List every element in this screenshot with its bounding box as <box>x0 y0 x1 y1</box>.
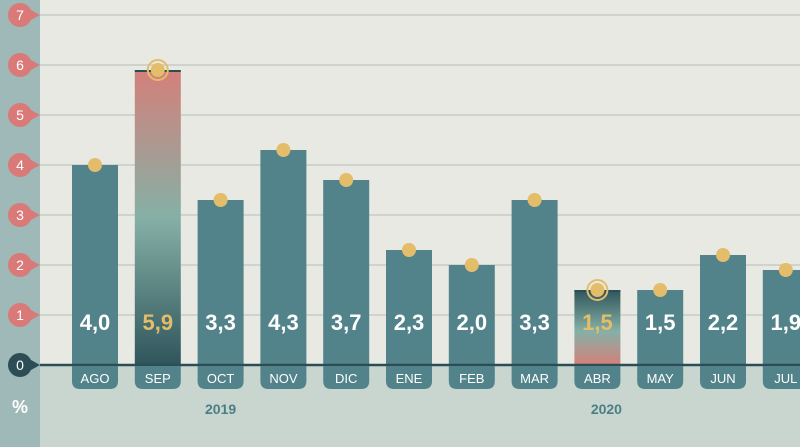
x-tick-label-dic: DIC <box>335 371 357 386</box>
marker-jul <box>778 263 793 277</box>
marker-oct <box>213 193 228 207</box>
bar-may <box>637 290 684 365</box>
value-label-dic: 3,7 <box>331 310 362 335</box>
value-label-abr: 1,5 <box>582 310 613 335</box>
x-tick-label-may: MAY <box>647 371 675 386</box>
x-tick-label-sep: SEP <box>145 371 171 386</box>
x-tick-label-jul: JUL <box>774 371 797 386</box>
value-label-jul: 1,9 <box>771 310 800 335</box>
x-tick-tab <box>323 366 370 389</box>
y-tick-marker <box>8 203 32 227</box>
bar-ene <box>386 250 432 365</box>
value-label-ene: 2,3 <box>394 310 425 335</box>
y-tick-label: 7 <box>16 7 24 23</box>
bar-jul <box>762 270 800 365</box>
marker-nov <box>276 143 291 157</box>
marker-ring <box>146 59 169 81</box>
y-tick-label: 5 <box>16 107 24 123</box>
x-tick-label-mar: MAR <box>520 371 549 386</box>
marker-abr <box>590 283 605 297</box>
y-tick-label: 6 <box>16 57 24 73</box>
x-axis: AGO SEP OCT NOV DIC ENE FEB MAR ABR MAY JUN JUL 2019… <box>72 366 800 417</box>
markers-group <box>88 59 793 301</box>
x-tick-tab <box>72 366 118 389</box>
y-tick-pointer <box>31 160 40 170</box>
x-tick-label-abr: ABR <box>584 371 611 386</box>
bar-jun <box>700 255 746 365</box>
marker-may <box>653 283 668 297</box>
bars-group <box>72 70 800 365</box>
bar-feb <box>448 265 495 365</box>
x-tick-label-nov: NOV <box>269 371 298 386</box>
bar-mar <box>511 200 558 365</box>
marker-mar <box>527 193 542 207</box>
x-tick-tab <box>700 366 746 389</box>
y-tick-label: 4 <box>16 157 24 173</box>
y-tick-label: 2 <box>16 257 24 273</box>
y-tick-label: 0 <box>16 357 24 373</box>
y-tick-label: 1 <box>16 307 24 323</box>
y-tick-pointer <box>31 360 40 370</box>
bar-sep <box>134 70 181 365</box>
bar-dic <box>323 180 370 365</box>
value-label-sep: 5,9 <box>143 310 174 335</box>
marker-sep <box>150 63 165 77</box>
y-tick-pointer <box>31 210 40 220</box>
y-tick-marker <box>8 253 32 277</box>
x-tick-label-jun: JUN <box>710 371 735 386</box>
unit-label: % <box>12 397 28 417</box>
year-label-2020: 2020 <box>591 401 622 417</box>
bar-ago <box>72 165 118 365</box>
x-tick-tab <box>637 366 684 389</box>
x-tick-tab <box>260 366 307 389</box>
bar-nov <box>260 150 307 365</box>
y-tick-pointer <box>31 260 40 270</box>
x-tick-tab <box>574 366 621 389</box>
y-tick-pointer <box>31 60 40 70</box>
x-tick-tab <box>511 366 558 389</box>
value-label-oct: 3,3 <box>205 310 236 335</box>
marker-feb <box>464 258 479 272</box>
marker-ago <box>88 158 102 172</box>
x-tick-tab <box>448 366 495 389</box>
y-tick-marker <box>8 53 32 77</box>
value-label-jun: 2,2 <box>708 310 739 335</box>
y-tick-marker <box>8 303 32 327</box>
marker-ring <box>586 279 609 301</box>
y-tick-pointer <box>31 10 40 20</box>
marker-ene <box>402 243 416 257</box>
value-labels-group: 4,0 5,9 3,3 4,3 3,7 2,3 2,0 3,3 1,5 1,5 2,2 1,9 <box>80 310 800 335</box>
y-tick-label: 3 <box>16 207 24 223</box>
y-tick-marker <box>8 153 32 177</box>
x-tick-label-ago: AGO <box>81 371 110 386</box>
bar-abr <box>574 290 621 365</box>
value-label-nov: 4,3 <box>268 310 299 335</box>
x-tick-tab <box>386 366 432 389</box>
x-tick-label-ene: ENE <box>396 371 423 386</box>
bar-oct <box>197 200 244 365</box>
marker-jun <box>716 248 730 262</box>
x-tick-label-feb: FEB <box>459 371 484 386</box>
y-tick-marker <box>8 3 32 27</box>
x-tick-tab <box>197 366 244 389</box>
value-label-feb: 2,0 <box>457 310 488 335</box>
year-label-2019: 2019 <box>205 401 236 417</box>
y-tick-pointer <box>31 310 40 320</box>
y-tick-marker <box>8 353 32 377</box>
value-label-ago: 4,0 <box>80 310 111 335</box>
value-label-may: 1,5 <box>645 310 676 335</box>
x-tick-tab <box>134 366 181 389</box>
value-label-mar: 3,3 <box>519 310 550 335</box>
x-tick-label-oct: OCT <box>207 371 235 386</box>
y-tick-pointer <box>31 110 40 120</box>
x-tick-tab <box>762 366 800 389</box>
marker-dic <box>339 173 354 187</box>
y-tick-marker <box>8 103 32 127</box>
y-axis: 0 1 2 3 4 5 6 7 <box>8 3 800 377</box>
